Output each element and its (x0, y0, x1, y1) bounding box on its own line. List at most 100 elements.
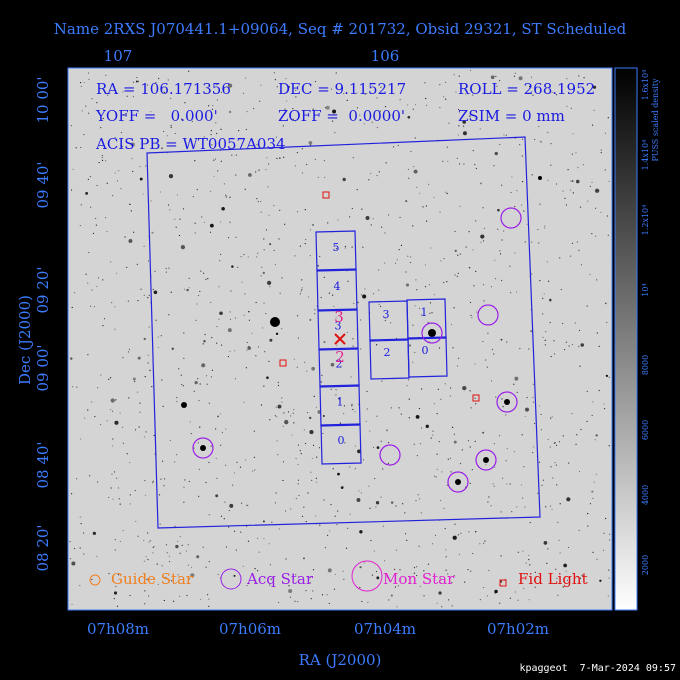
star (225, 428, 227, 430)
star (208, 402, 210, 404)
star (351, 405, 353, 407)
star (532, 396, 534, 399)
star (447, 458, 449, 460)
star (242, 565, 244, 567)
star (72, 168, 74, 171)
star (108, 378, 110, 380)
star (372, 218, 374, 220)
star (147, 532, 149, 534)
star (457, 134, 459, 136)
star (163, 485, 165, 487)
star (228, 509, 230, 512)
star (87, 72, 90, 74)
star (570, 180, 572, 182)
star (441, 606, 443, 608)
star (192, 196, 194, 198)
info-acis: ACIS PB = WT0057A034 (95, 135, 286, 153)
star (414, 104, 417, 106)
star (474, 397, 476, 399)
star (149, 369, 151, 372)
star (227, 83, 233, 88)
star (360, 294, 363, 296)
star (294, 120, 297, 122)
star (114, 136, 116, 139)
star (112, 438, 114, 440)
star (211, 144, 213, 146)
star (73, 547, 76, 550)
star (108, 573, 110, 575)
star (335, 72, 337, 74)
star (530, 76, 533, 78)
legend-mon: Mon Star (383, 570, 455, 588)
star (118, 498, 120, 500)
star (227, 328, 232, 333)
star (608, 539, 611, 541)
star (538, 461, 541, 463)
star (554, 461, 556, 464)
star (229, 221, 231, 223)
star (345, 547, 348, 549)
star (330, 362, 335, 367)
star (559, 257, 561, 259)
star (114, 328, 116, 330)
star (106, 182, 108, 184)
star (571, 343, 574, 346)
star (224, 501, 226, 503)
star (130, 210, 132, 212)
star (334, 573, 337, 576)
star (471, 316, 473, 319)
star (174, 461, 176, 463)
star (291, 434, 293, 436)
star (534, 138, 536, 141)
star (605, 517, 607, 520)
star (499, 143, 501, 146)
star (368, 485, 370, 487)
star (390, 501, 394, 504)
star (549, 300, 551, 302)
star (369, 87, 372, 89)
star (256, 144, 258, 146)
star (285, 558, 287, 560)
star (194, 160, 196, 162)
star (236, 461, 238, 463)
star (475, 117, 477, 119)
star (470, 314, 472, 316)
star (370, 540, 372, 542)
star (470, 111, 472, 113)
star (443, 96, 445, 98)
star (80, 204, 82, 206)
star (454, 523, 456, 525)
star (433, 475, 436, 477)
star (176, 194, 179, 196)
star (498, 79, 501, 82)
star (203, 339, 206, 343)
star (509, 597, 511, 599)
star (431, 543, 434, 545)
star (297, 110, 299, 112)
star (169, 439, 171, 442)
star (356, 107, 359, 109)
star (580, 264, 583, 266)
star (511, 510, 513, 513)
star (179, 552, 181, 554)
star (310, 598, 312, 600)
star (301, 279, 303, 281)
star (208, 561, 210, 563)
star (443, 258, 445, 260)
star (608, 376, 610, 378)
star (158, 77, 160, 80)
star (178, 368, 180, 370)
star (336, 344, 338, 346)
star (210, 301, 212, 304)
star (163, 91, 165, 93)
star (578, 329, 581, 332)
star (362, 246, 364, 248)
star (260, 84, 262, 86)
star (104, 217, 107, 219)
star (448, 122, 450, 124)
s-chip (319, 384, 361, 427)
star (289, 596, 292, 598)
star (532, 401, 535, 403)
star (287, 411, 290, 413)
star (418, 545, 420, 547)
